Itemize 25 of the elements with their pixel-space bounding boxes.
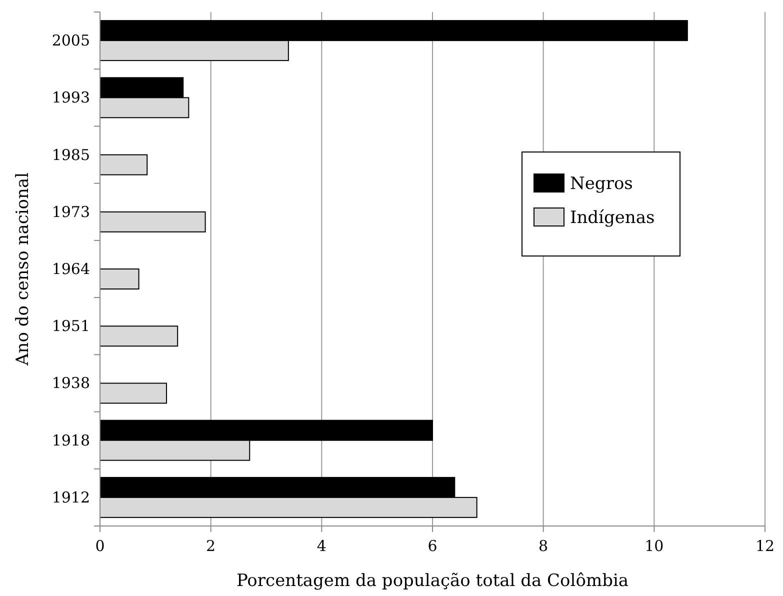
x-tick-label: 10 <box>644 537 664 555</box>
legend-label: Negros <box>570 174 633 194</box>
y-tick-label: 1938 <box>52 374 90 392</box>
y-tick-label: 1985 <box>52 146 90 164</box>
y-tick-label: 1964 <box>52 260 90 278</box>
bar <box>100 154 148 176</box>
y-tick-label: 2005 <box>52 32 90 50</box>
bar <box>100 326 178 347</box>
y-tick-label: 1993 <box>52 88 90 107</box>
bar <box>100 211 206 232</box>
x-tick-label: 8 <box>538 537 548 555</box>
y-tick-label: 1951 <box>52 317 90 336</box>
x-tick-label: 2 <box>206 537 216 555</box>
x-tick-label: 4 <box>316 537 326 555</box>
x-tick-label: 0 <box>95 537 105 555</box>
bar <box>100 382 167 404</box>
y-axis-title: Ano do censo nacional <box>13 172 33 367</box>
x-tick-label: 6 <box>428 537 438 555</box>
y-tick-label: 1973 <box>52 202 90 221</box>
legend-label: Indígenas <box>570 208 655 228</box>
y-tick-label: 1918 <box>52 431 90 450</box>
y-tick-label: 1912 <box>52 488 90 506</box>
x-tick-label: 12 <box>755 537 775 555</box>
x-axis-title: Porcentagem da população total da Colômbia <box>236 571 629 591</box>
bar <box>100 268 140 290</box>
